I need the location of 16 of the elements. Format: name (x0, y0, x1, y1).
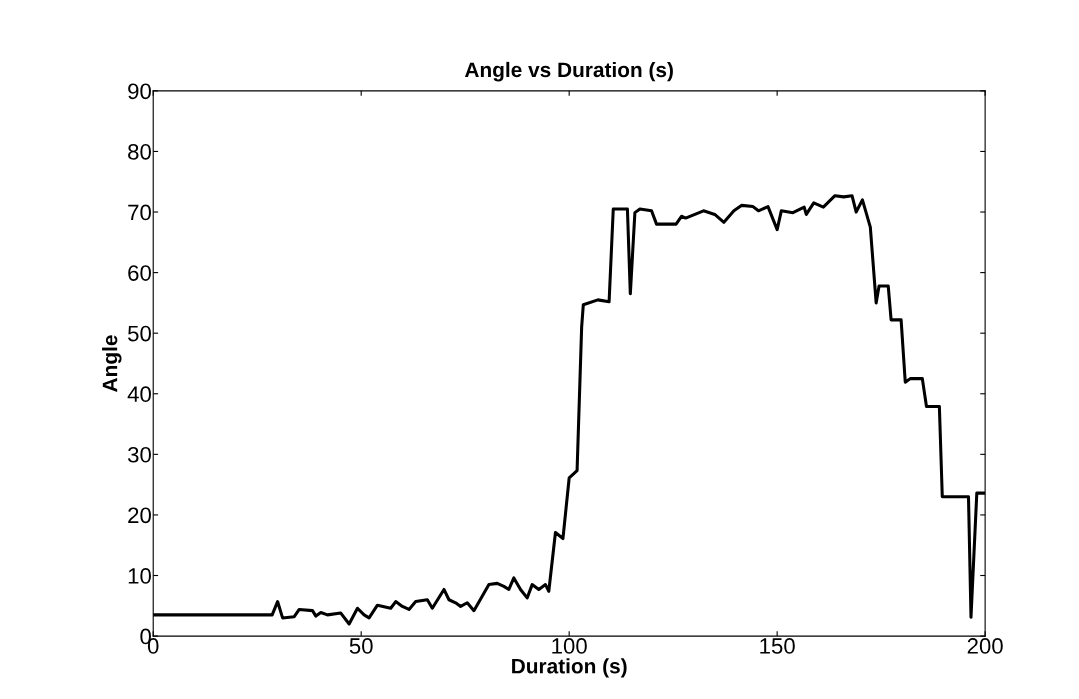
x-axis-title: Duration (s) (512, 658, 627, 678)
x-tick-label: 50 (349, 638, 373, 654)
x-tick-label: 150 (760, 638, 795, 654)
x-tick-label: 200 (967, 638, 1003, 654)
y-tick-label: 90 (128, 83, 151, 100)
x-tick-label: 100 (552, 638, 587, 654)
y-tick-label: 30 (127, 446, 151, 463)
y-axis-title: Angle (102, 335, 122, 392)
y-tick-label: 80 (128, 143, 151, 160)
y-tick-label: 40 (127, 386, 151, 403)
y-tick-label: 70 (128, 204, 151, 221)
y-tick-label: 50 (128, 325, 151, 342)
chart-title: Angle vs Duration (s) (464, 61, 673, 82)
y-tick-label: 60 (128, 265, 151, 281)
y-tick-label: 20 (128, 507, 151, 524)
y-tick-label: 10 (128, 568, 151, 584)
